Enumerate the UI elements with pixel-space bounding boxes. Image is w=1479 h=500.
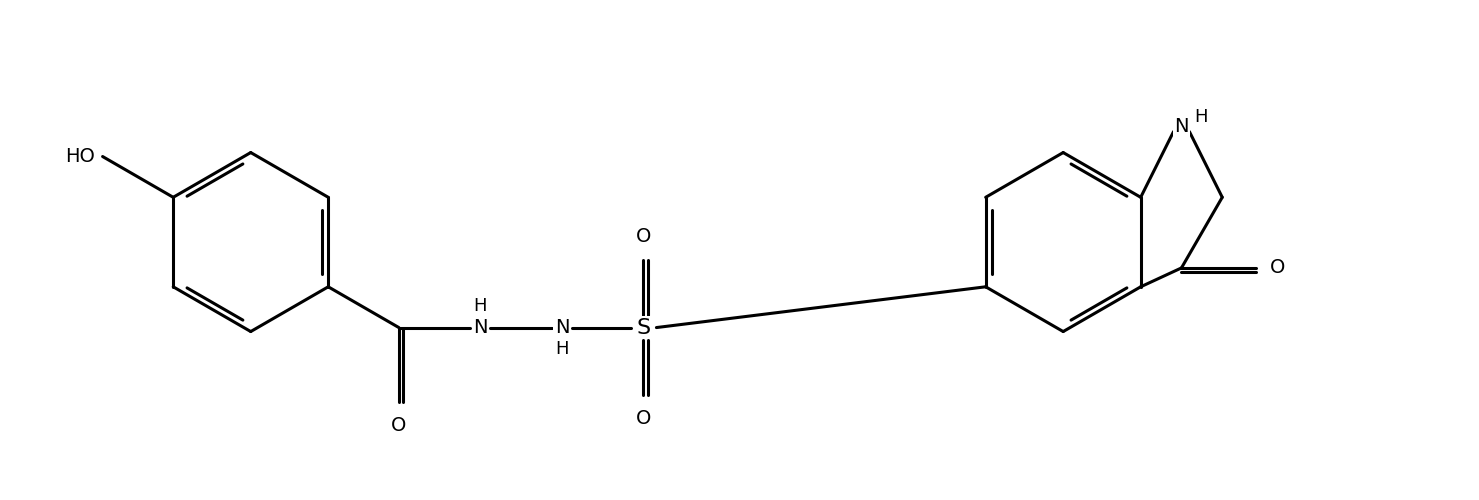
Text: O: O: [636, 409, 651, 428]
Text: H: H: [1195, 108, 1208, 126]
Text: N: N: [1174, 117, 1189, 136]
Text: O: O: [390, 416, 407, 435]
Text: S: S: [636, 318, 651, 338]
Text: N: N: [473, 318, 488, 337]
Text: H: H: [473, 296, 487, 314]
Text: H: H: [555, 340, 569, 358]
Text: HO: HO: [65, 147, 95, 166]
Text: N: N: [555, 318, 569, 337]
Text: O: O: [1270, 258, 1285, 278]
Text: O: O: [636, 227, 651, 246]
